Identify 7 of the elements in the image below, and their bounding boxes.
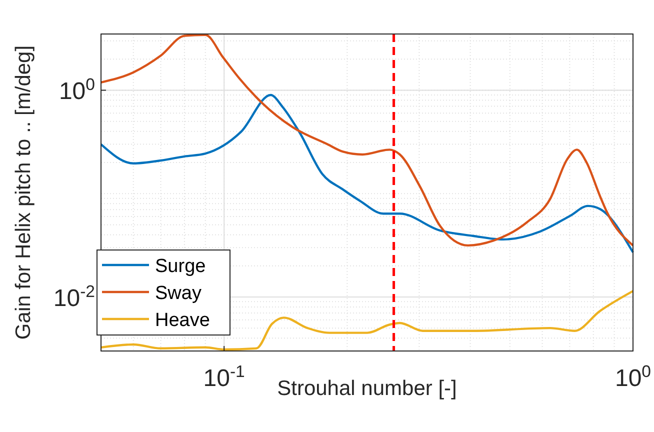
y-axis-title: Gain for Helix pitch to .. [m/deg]	[12, 45, 35, 340]
x-tick-label: 10$^{-1}$	[203, 362, 245, 392]
legend-label: Surge	[155, 256, 206, 277]
legend-label: Heave	[155, 310, 210, 331]
y-tick-label: 10$^{-2}$	[53, 281, 95, 312]
x-axis-title: Strouhal number [-]	[277, 377, 457, 400]
legend-label: Sway	[155, 283, 202, 304]
